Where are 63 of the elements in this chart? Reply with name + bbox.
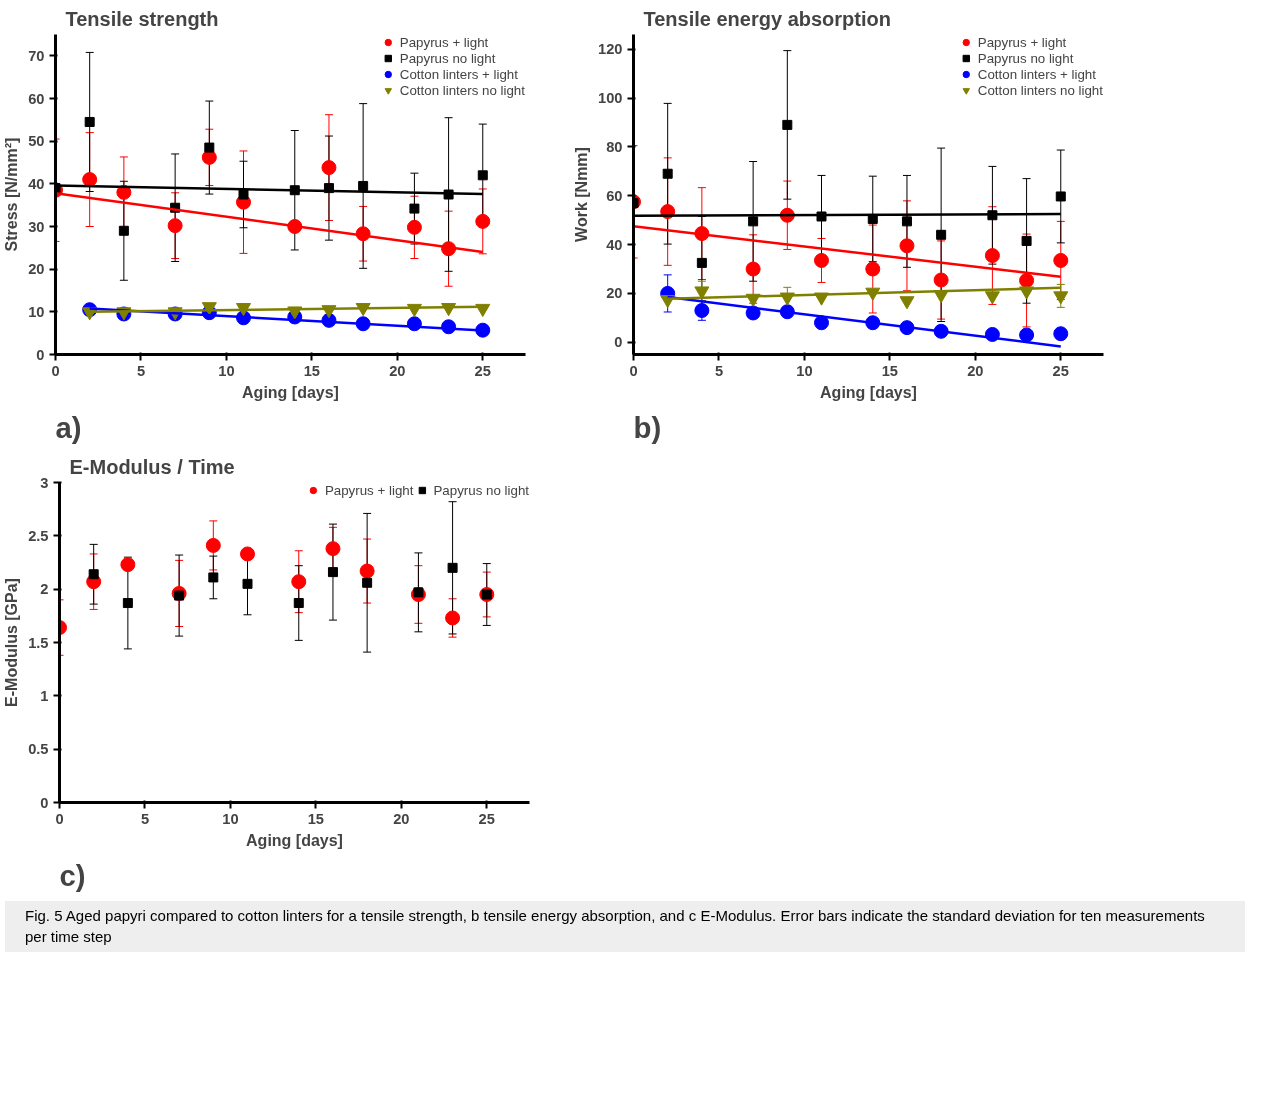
text: a) [55, 410, 82, 444]
y-tick-label: 60 [606, 187, 623, 204]
chart-title: E-Modulus / Time [69, 455, 235, 478]
x-axis-title: Aging [days] [242, 383, 339, 401]
x-tick-label: 0 [629, 362, 638, 379]
y-tick-label: 80 [606, 138, 623, 155]
x-tick-label: 10 [222, 810, 239, 827]
y-tick-label: 20 [606, 285, 623, 302]
text: c) [59, 858, 86, 892]
y-tick-label: 3 [40, 474, 49, 491]
y-tick-label: 10 [28, 303, 45, 320]
caption: Fig. 5 Aged papyri compared to cotton linters for a tensile strength, b tensile energy absorption, and c E-Modulus. Error bars indicate the standard deviation for ten measurements per time step [5, 901, 1245, 952]
text: b) [633, 410, 662, 444]
y-tick-label: 2 [40, 581, 49, 598]
legend-label: Cotton linters + light [977, 66, 1096, 82]
y-axis-title: E-Modulus [GPa] [3, 578, 21, 707]
chart-title: Tensile energy absorption [643, 7, 891, 30]
y-tick-label: 120 [598, 41, 623, 58]
chart-title: Tensile strength [65, 7, 219, 30]
x-axis-title: Aging [days] [246, 831, 343, 849]
legend-label: Papyrus + light [324, 482, 414, 498]
x-tick-label: 0 [55, 810, 64, 827]
legend-label: Papyrus no light [399, 50, 496, 66]
y-tick-label: 0 [36, 346, 45, 363]
legend-label: Papyrus no light [977, 50, 1074, 66]
y-tick-label: 20 [28, 261, 45, 278]
legend-label: Papyrus + light [977, 34, 1067, 50]
y-axis-title: Stress [N/mm²] [3, 137, 21, 252]
legend-label: Cotton linters + light [399, 66, 518, 82]
y-tick-label: 70 [28, 47, 45, 64]
x-tick-label: 25 [474, 362, 491, 379]
legend-label: Papyrus no light [433, 482, 529, 498]
y-tick-label: 50 [28, 133, 45, 150]
x-tick-label: 20 [389, 362, 406, 379]
x-tick-label: 15 [881, 362, 899, 379]
x-tick-label: 15 [307, 810, 325, 827]
y-tick-label: 0 [40, 794, 49, 811]
legend-label: Cotton linters no light [977, 82, 1103, 98]
y-tick-label: 60 [28, 90, 45, 107]
y-tick-label: 40 [606, 236, 623, 253]
x-tick-label: 20 [967, 362, 984, 379]
x-tick-label: 5 [714, 362, 724, 379]
y-tick-label: 1 [40, 687, 49, 704]
legend-label: Cotton linters no light [399, 82, 525, 98]
x-tick-label: 5 [140, 810, 150, 827]
y-tick-label: 1.5 [28, 634, 49, 651]
y-tick-label: 2.5 [28, 527, 49, 544]
x-tick-label: 10 [218, 362, 235, 379]
x-axis-title: Aging [days] [820, 383, 917, 401]
y-axis-title: Work [Nmm] [573, 147, 591, 242]
x-tick-label: 0 [51, 362, 60, 379]
x-tick-label: 5 [136, 362, 146, 379]
y-tick-label: 40 [28, 175, 45, 192]
legend-label: Papyrus + light [399, 34, 489, 50]
x-tick-label: 20 [393, 810, 410, 827]
y-tick-label: 0.5 [28, 741, 49, 758]
x-tick-label: 25 [478, 810, 495, 827]
y-tick-label: 30 [28, 218, 45, 235]
y-tick-label: 0 [614, 334, 623, 351]
x-tick-label: 25 [1052, 362, 1069, 379]
y-tick-label: 100 [598, 90, 623, 107]
x-tick-label: 10 [796, 362, 813, 379]
x-tick-label: 15 [303, 362, 321, 379]
